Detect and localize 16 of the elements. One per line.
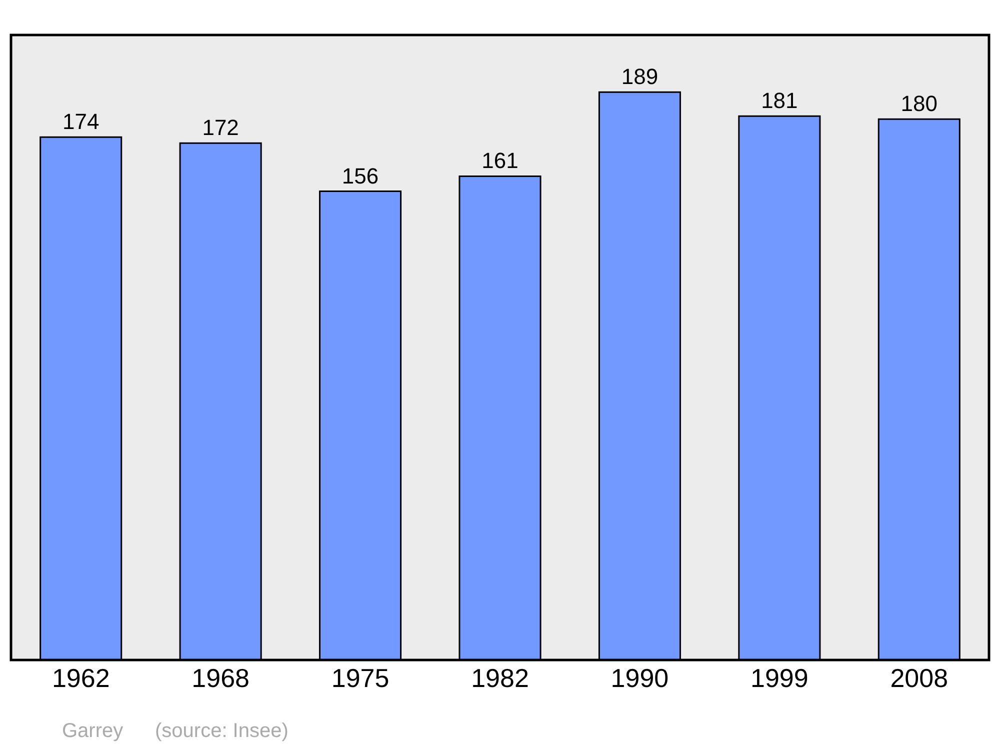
x-tick-label: 1975 <box>331 663 390 693</box>
data-label: 156 <box>342 163 379 188</box>
data-label: 180 <box>900 91 938 116</box>
data-label: 161 <box>482 148 518 174</box>
x-tick-label: 1962 <box>52 663 110 693</box>
x-tick-label: 1990 <box>610 663 669 693</box>
x-tick-label: 1982 <box>471 663 529 693</box>
data-label: 189 <box>621 64 658 90</box>
text: (source: Insee) <box>155 720 288 742</box>
data-label: 174 <box>62 109 100 134</box>
x-tick-label: 2008 <box>890 663 948 693</box>
x-tick-label: 1968 <box>192 663 250 693</box>
data-label: 172 <box>202 115 239 140</box>
text: Garrey <box>62 720 124 742</box>
data-label: 181 <box>761 88 798 114</box>
x-tick-label: 1999 <box>750 663 808 693</box>
